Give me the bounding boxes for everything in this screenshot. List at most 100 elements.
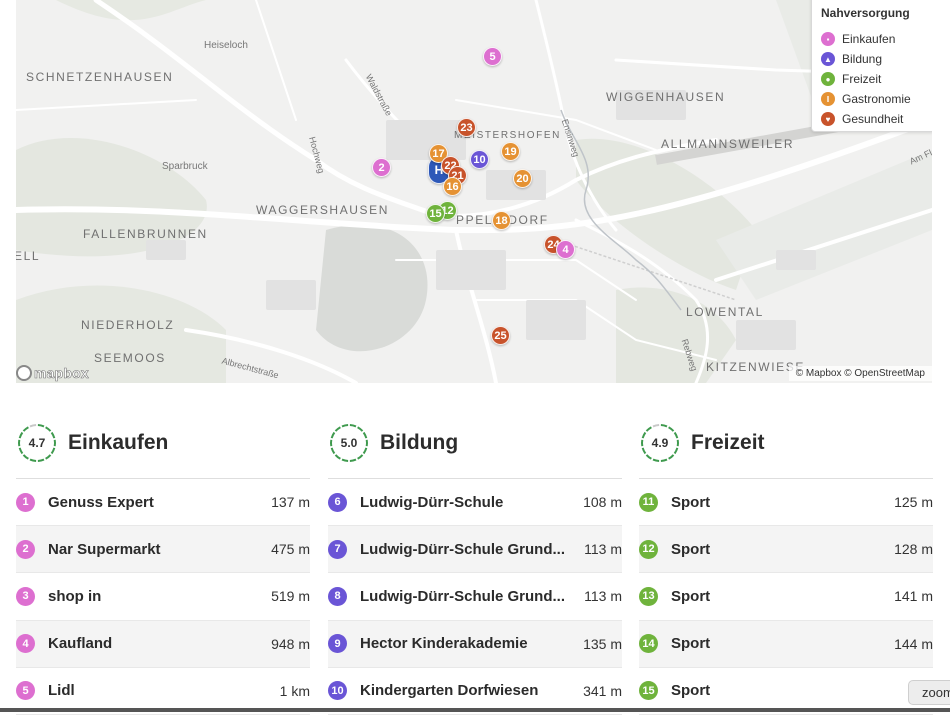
heart-icon: ♥	[821, 112, 835, 126]
map-legend: Nahversorgung ▪ Einkaufen ▲ Bildung ● Fr…	[811, 0, 932, 132]
rating-value: 4.9	[639, 422, 681, 464]
poi-distance: 948 m	[271, 636, 310, 652]
poi-distance: 108 m	[583, 494, 622, 510]
legend-item-einkaufen: ▪ Einkaufen	[821, 29, 925, 49]
legend-label: Einkaufen	[842, 32, 895, 46]
poi-name: Sport	[671, 494, 894, 511]
cart-icon: ▪	[821, 32, 835, 46]
poi-number-badge: 11	[639, 493, 658, 512]
place-label: ALLMANNSWEILER	[661, 137, 794, 151]
poi-number-badge: 4	[16, 634, 35, 653]
map-view[interactable]: Heiseloch SCHNETZENHAUSEN Sparbruck WAGG…	[16, 0, 932, 383]
poi-name: Sport	[671, 541, 894, 558]
poi-name: shop in	[48, 588, 271, 605]
category-title: Bildung	[380, 431, 458, 455]
map-pin[interactable]: 20	[513, 169, 532, 188]
poi-number-badge: 3	[16, 587, 35, 606]
map-pin[interactable]: 10	[470, 150, 489, 169]
legend-item-gastronomie: ‖ Gastronomie	[821, 89, 925, 109]
place-label: NIEDERHOLZ	[81, 318, 174, 332]
map-pin[interactable]: 23	[457, 118, 476, 137]
poi-number-badge: 5	[16, 681, 35, 700]
window-bottom-edge	[0, 708, 950, 712]
poi-distance: 519 m	[271, 588, 310, 604]
map-pin[interactable]: 4	[556, 240, 575, 259]
legend-label: Gastronomie	[842, 92, 911, 106]
map-pin[interactable]: 16	[443, 177, 462, 196]
poi-distance: 113 m	[584, 588, 622, 604]
poi-name: Sport	[671, 682, 917, 699]
legend-item-bildung: ▲ Bildung	[821, 49, 925, 69]
poi-distance: 125 m	[894, 494, 933, 510]
place-label: Heiseloch	[204, 40, 248, 51]
mapbox-logo-text: mapbox	[34, 365, 89, 381]
map-pin[interactable]: 18	[492, 211, 511, 230]
zoom-button[interactable]: zoom	[908, 680, 950, 705]
category-header: 5.0 Bildung	[328, 418, 622, 468]
poi-name: Sport	[671, 588, 894, 605]
legend-item-gesundheit: ♥ Gesundheit	[821, 109, 925, 129]
place-label: SCHNETZENHAUSEN	[26, 70, 173, 84]
map-pin[interactable]: 19	[501, 142, 520, 161]
poi-number-badge: 6	[328, 493, 347, 512]
poi-name: Kindergarten Dorfwiesen	[360, 682, 583, 699]
place-label: SEEMOOS	[94, 351, 166, 365]
poi-number-badge: 15	[639, 681, 658, 700]
poi-distance: 144 m	[894, 636, 933, 652]
rating-value: 5.0	[328, 422, 370, 464]
category-header: 4.7 Einkaufen	[16, 418, 310, 468]
mapbox-logo[interactable]: mapbox	[16, 365, 89, 381]
poi-name: Hector Kinderakademie	[360, 635, 583, 652]
place-label: LOWENTAL	[686, 305, 764, 319]
poi-name: Genuss Expert	[48, 494, 271, 511]
poi-distance: 135 m	[583, 636, 622, 652]
place-label: WIGGENHAUSEN	[606, 90, 725, 104]
poi-name: Sport	[671, 635, 894, 652]
poi-number-badge: 12	[639, 540, 658, 559]
map-attribution[interactable]: © Mapbox © OpenStreetMap	[789, 366, 932, 381]
place-label: ELL	[16, 249, 40, 263]
place-label: FALLENBRUNNEN	[83, 227, 208, 241]
poi-name: Ludwig-Dürr-Schule	[360, 494, 583, 511]
legend-label: Bildung	[842, 52, 882, 66]
poi-name: Kaufland	[48, 635, 271, 652]
map-pin[interactable]: 5	[483, 47, 502, 66]
poi-distance: 141 m	[894, 588, 933, 604]
map-pin[interactable]: 2	[372, 158, 391, 177]
map-pin[interactable]: 25	[491, 326, 510, 345]
place-label: Sparbruck	[162, 161, 208, 172]
poi-number-badge: 14	[639, 634, 658, 653]
rating-gauge: 5.0	[328, 422, 370, 464]
poi-number-badge: 7	[328, 540, 347, 559]
cutlery-icon: ‖	[821, 92, 835, 106]
map-pin[interactable]: 15	[426, 204, 445, 223]
poi-distance: 128 m	[894, 541, 933, 557]
poi-distance: 341 m	[583, 683, 622, 699]
poi-number-badge: 8	[328, 587, 347, 606]
leaf-icon: ●	[821, 72, 835, 86]
poi-distance: 475 m	[271, 541, 310, 557]
poi-number-badge: 9	[328, 634, 347, 653]
poi-name: Nar Supermarkt	[48, 541, 271, 558]
poi-name: Ludwig-Dürr-Schule Grund...	[360, 541, 584, 558]
legend-title: Nahversorgung	[821, 6, 925, 20]
category-title: Freizeit	[691, 431, 765, 455]
place-label: WAGGERSHAUSEN	[256, 203, 389, 217]
poi-number-badge: 13	[639, 587, 658, 606]
